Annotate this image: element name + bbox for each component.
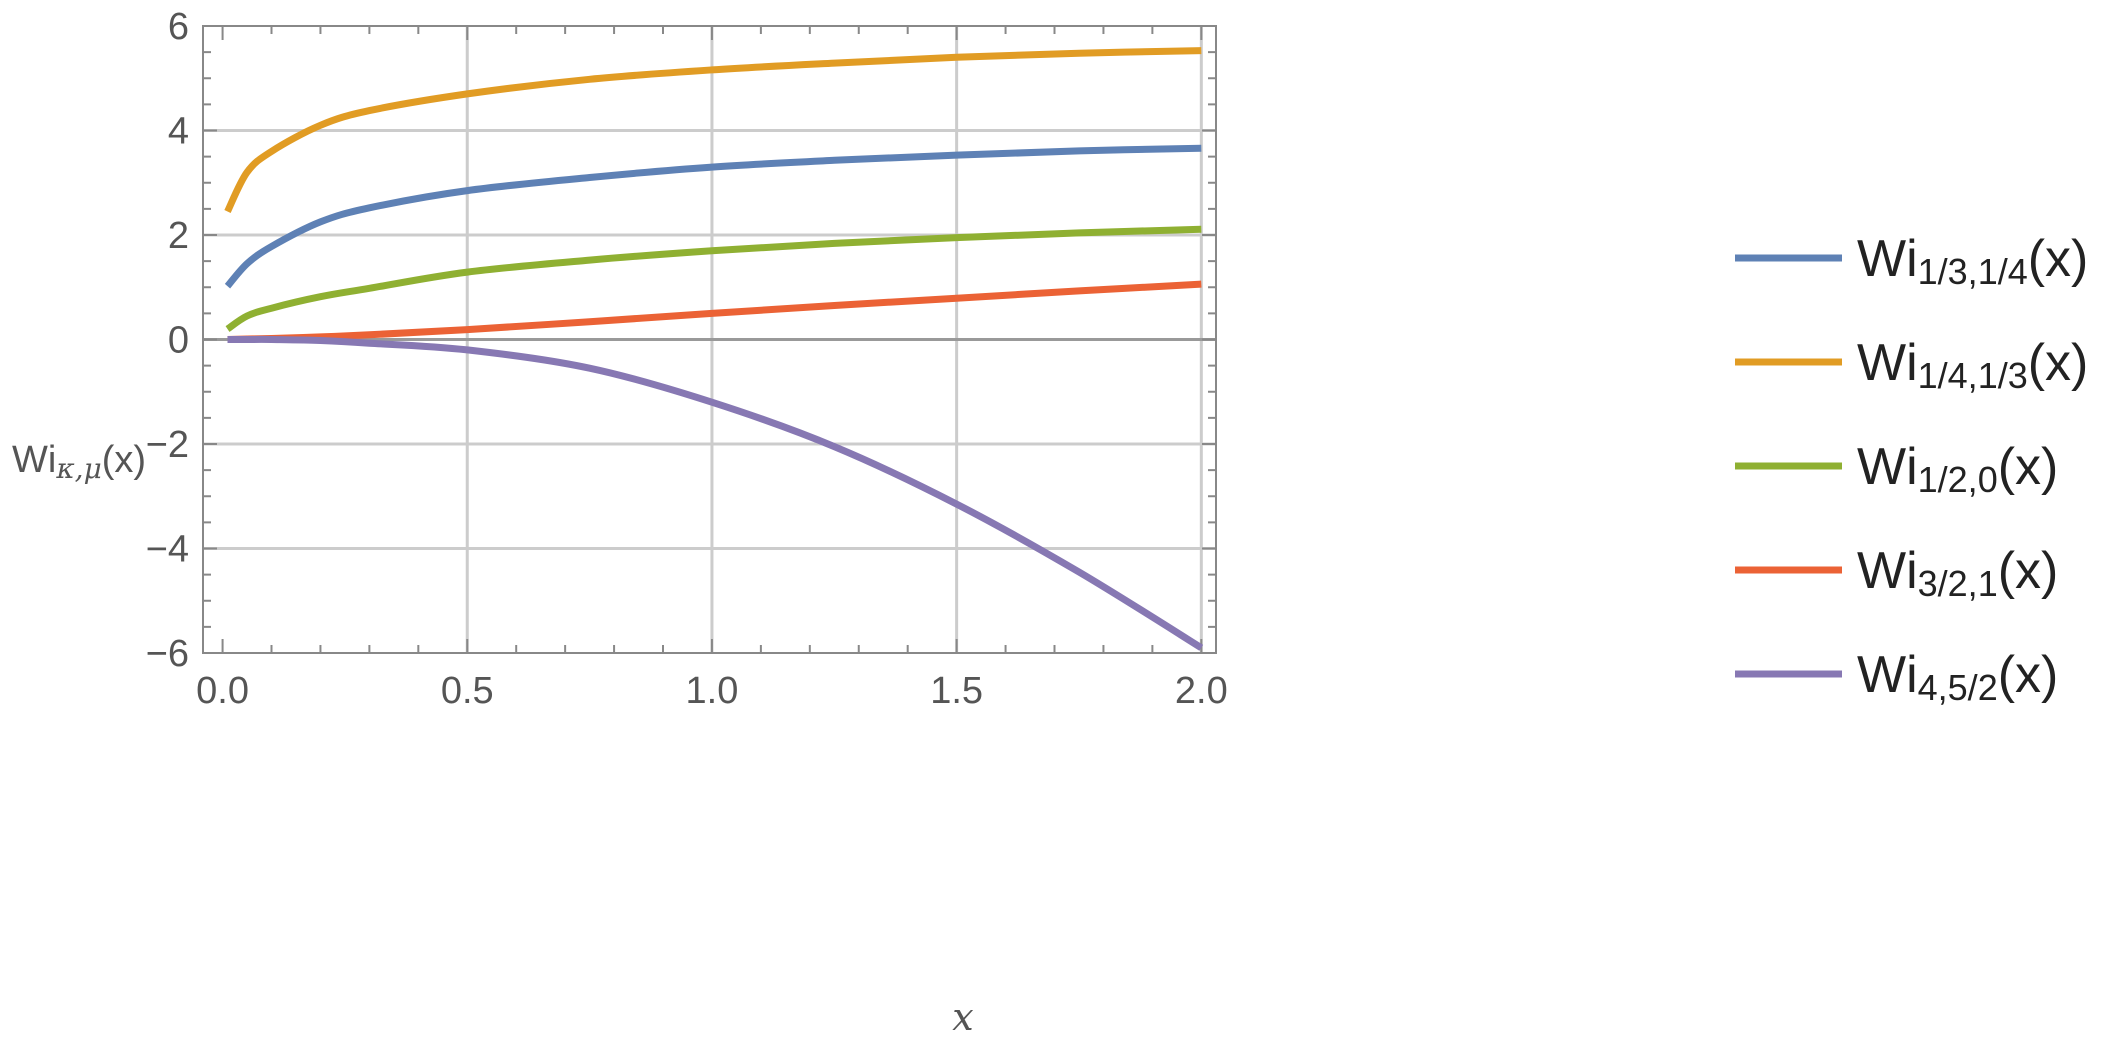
legend-label-1: Wi1/3,1/4(x) [1857, 230, 2088, 292]
legend-label-2: Wi1/4,1/3(x) [1857, 334, 2088, 396]
x-axis-label: x [952, 995, 973, 1039]
y-tick-label: 6 [168, 6, 189, 48]
series-line-5 [227, 335, 1204, 651]
x-tick-label: 2.0 [1175, 670, 1228, 712]
series-line-1 [224, 144, 1202, 289]
axis-ticks: −6 −4 −2 0 2 4 6 0.0 0.5 1.0 1.5 2.0 [146, 6, 1228, 712]
x-tick-label: 0.5 [441, 670, 494, 712]
y-tick-label: −2 [146, 424, 189, 466]
y-tick-label: 4 [168, 111, 189, 153]
series-line-4 [227, 280, 1202, 343]
x-tick-label: 0.0 [196, 670, 249, 712]
x-tick-label: 1.5 [930, 670, 983, 712]
legend-label-4: Wi3/2,1(x) [1857, 542, 2058, 604]
y-tick-label: −6 [146, 633, 189, 675]
series-line-3 [225, 225, 1202, 332]
grid-lines [203, 26, 1216, 653]
legend: Wi1/3,1/4(x) Wi1/4,1/3(x) Wi1/2,0(x) Wi3/2,… [1735, 230, 2088, 708]
y-tick-label: −4 [146, 529, 189, 571]
legend-label-3: Wi1/2,0(x) [1857, 438, 2058, 500]
x-tick-label: 1.0 [686, 670, 739, 712]
y-axis-label: Wiκ,μ(x) [12, 439, 146, 485]
y-tick-label: 0 [168, 320, 189, 362]
y-tick-label: 2 [168, 215, 189, 257]
series-line-2 [224, 47, 1202, 214]
legend-label-5: Wi4,5/2(x) [1857, 646, 2058, 708]
data-series [224, 47, 1204, 651]
